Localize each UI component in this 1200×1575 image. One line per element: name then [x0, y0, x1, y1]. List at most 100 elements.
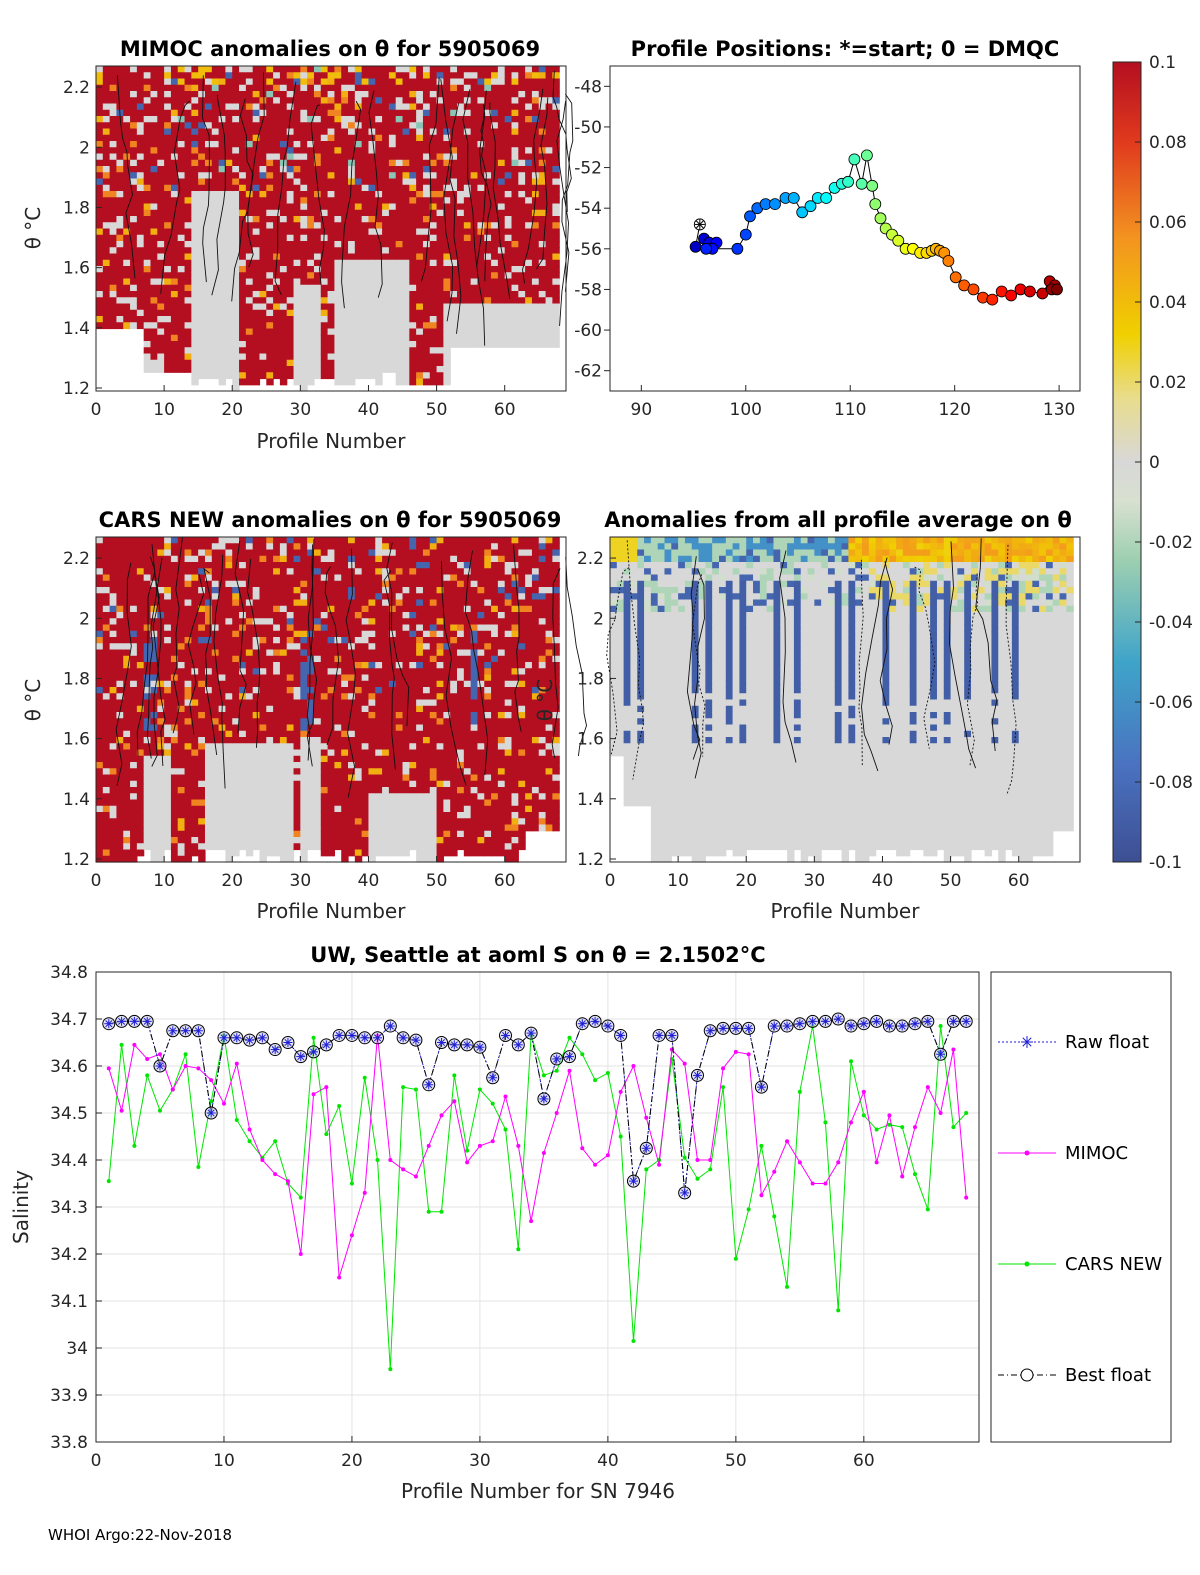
- heat-cell: [184, 693, 192, 701]
- heat-cell: [184, 637, 192, 644]
- heat-cell: [416, 322, 424, 330]
- heat-cell: [96, 649, 104, 657]
- heat-cell: [130, 655, 138, 663]
- heat-cell: [191, 247, 199, 255]
- heat-cell: [273, 787, 281, 794]
- heat-cell: [429, 378, 438, 386]
- heat-cell: [259, 366, 267, 373]
- heat-cell: [164, 228, 172, 236]
- heat-cell: [198, 793, 206, 801]
- heat-cell: [368, 234, 376, 242]
- heat-cell: [191, 749, 199, 757]
- heat-cell: [143, 830, 152, 838]
- heat-cell: [416, 247, 424, 255]
- heat-cell: [109, 768, 118, 776]
- heat-cell: [157, 309, 165, 317]
- heat-cell: [177, 153, 186, 161]
- heat-cell: [123, 197, 131, 205]
- heat-cell: [348, 122, 356, 130]
- heat-cell: [518, 66, 526, 73]
- heat-cell: [136, 228, 145, 236]
- heat-cell: [538, 147, 547, 155]
- heat-cell: [116, 203, 124, 211]
- heat-cell: [273, 774, 281, 782]
- heat-cell: [477, 116, 485, 123]
- heat-cell: [123, 322, 131, 330]
- heat-cell: [327, 341, 335, 348]
- heat-cell: [116, 830, 124, 838]
- heat-cell: [211, 234, 220, 242]
- heat-cell: [307, 128, 315, 136]
- heat-cell: [436, 359, 444, 367]
- heat-cell: [293, 378, 301, 386]
- heat-cell: [198, 303, 206, 311]
- heat-cell: [164, 780, 172, 788]
- heat-cell: [327, 353, 335, 361]
- heat-cell: [286, 812, 295, 819]
- heat-cell: [211, 297, 220, 305]
- heat-cell: [300, 705, 308, 713]
- heat-cell: [279, 216, 288, 223]
- heat-cell: [170, 228, 179, 236]
- heat-cell: [170, 743, 179, 751]
- heat-cell: [293, 805, 301, 813]
- heat-cell: [259, 824, 267, 832]
- heat-cell: [130, 272, 138, 280]
- heat-cell: [232, 159, 240, 167]
- heat-cell: [245, 72, 254, 80]
- heat-cell: [164, 737, 172, 744]
- heat-cell: [143, 668, 152, 676]
- heat-cell: [157, 134, 165, 142]
- heat-cell: [245, 549, 254, 557]
- heat-cell: [354, 353, 363, 361]
- heat-cell: [491, 141, 499, 148]
- heat-cell: [239, 372, 247, 380]
- heat-cell: [259, 134, 267, 142]
- heat-cell: [184, 203, 192, 211]
- heat-cell: [525, 209, 533, 217]
- heat-cell: [259, 147, 267, 155]
- heat-cell: [354, 184, 363, 192]
- heat-cell: [436, 97, 444, 105]
- heat-cell: [409, 128, 417, 136]
- heat-cell: [259, 737, 267, 744]
- heat-cell: [116, 159, 124, 167]
- heat-cell: [123, 272, 131, 280]
- heat-cell: [443, 341, 451, 348]
- heat-cell: [198, 768, 206, 776]
- heat-cell: [130, 737, 138, 744]
- heat-cell: [273, 612, 281, 619]
- heat-cell: [170, 549, 179, 557]
- heat-cell: [341, 147, 349, 155]
- heat-cell: [348, 266, 356, 273]
- heat-cell: [225, 668, 233, 676]
- heat-cell: [429, 284, 438, 292]
- heat-cell: [232, 643, 240, 651]
- heat-cell: [245, 812, 254, 819]
- heat-cell: [313, 316, 322, 323]
- heat-cell: [552, 122, 560, 130]
- heat-cell: [293, 580, 301, 588]
- heat-cell: [170, 184, 179, 192]
- heat-cell: [491, 284, 499, 292]
- heat-cell: [361, 222, 370, 230]
- heat-cell: [130, 830, 138, 838]
- heat-cell: [320, 241, 329, 248]
- heat-cell: [150, 184, 158, 192]
- contour-line: [274, 81, 297, 295]
- heat-cell: [300, 662, 308, 669]
- heat-cell: [477, 141, 485, 148]
- heat-cell: [375, 141, 383, 148]
- heat-cell: [266, 228, 274, 236]
- heat-cell: [552, 278, 560, 286]
- heat-cell: [143, 705, 152, 713]
- heat-cell: [123, 674, 131, 682]
- heat-cell: [266, 693, 274, 701]
- heat-cell: [218, 84, 227, 92]
- heat-cell: [286, 830, 295, 838]
- heat-cell: [109, 618, 118, 626]
- heat-cell: [218, 353, 227, 361]
- heat-cell: [211, 555, 220, 563]
- heat-cell: [450, 259, 458, 267]
- heat-cell: [341, 216, 349, 223]
